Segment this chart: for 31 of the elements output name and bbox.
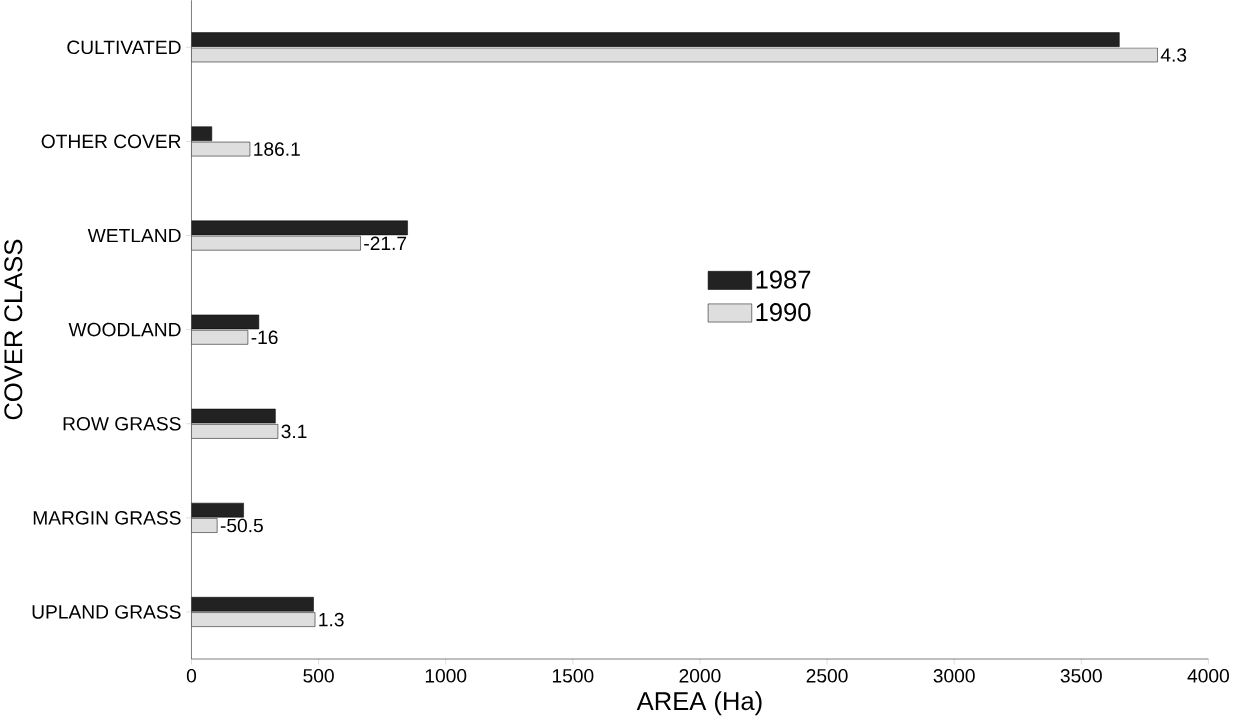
y-axis-title: COVER CLASS <box>4 239 23 420</box>
annotation: 4.3 <box>1160 47 1187 62</box>
x-tick-label: 2000 <box>679 668 721 683</box>
annotation: 3.1 <box>281 424 307 438</box>
x-tick-label: 1500 <box>552 668 594 683</box>
y-tick-label: WETLAND <box>87 228 181 242</box>
y-tick-label: MARGIN GRASS <box>33 510 181 525</box>
x-tick-label: 4000 <box>1187 668 1229 683</box>
y-tick-label: UPLAND GRASS <box>32 604 181 619</box>
x-tick-label: 3500 <box>1060 668 1102 683</box>
bar <box>191 502 244 518</box>
annotation: -50.5 <box>220 518 263 533</box>
bar <box>191 32 1120 47</box>
y-tick-label: CULTIVATED <box>67 40 181 54</box>
y-tick-label: OTHER COVER <box>41 134 181 148</box>
annotation: 186.1 <box>254 142 300 156</box>
x-axis-title: AREA (Ha) <box>636 691 762 715</box>
annotation: 1.3 <box>319 612 344 627</box>
annotation: -16 <box>251 330 278 344</box>
x-tick-label: 3000 <box>933 668 975 683</box>
x-tick-label: 1000 <box>425 668 467 683</box>
x-tick-label: 500 <box>303 668 334 683</box>
legend-label: 1987 <box>756 270 811 289</box>
y-tick-label: WOODLAND <box>68 322 181 337</box>
bar <box>191 596 314 612</box>
x-tick-label: 2500 <box>806 668 848 683</box>
x-tick-label: 0 <box>186 668 197 683</box>
y-tick-label: ROW GRASS <box>63 416 181 431</box>
bar <box>191 220 408 235</box>
legend-label: 1990 <box>756 302 811 321</box>
annotation: -21.7 <box>364 236 407 250</box>
